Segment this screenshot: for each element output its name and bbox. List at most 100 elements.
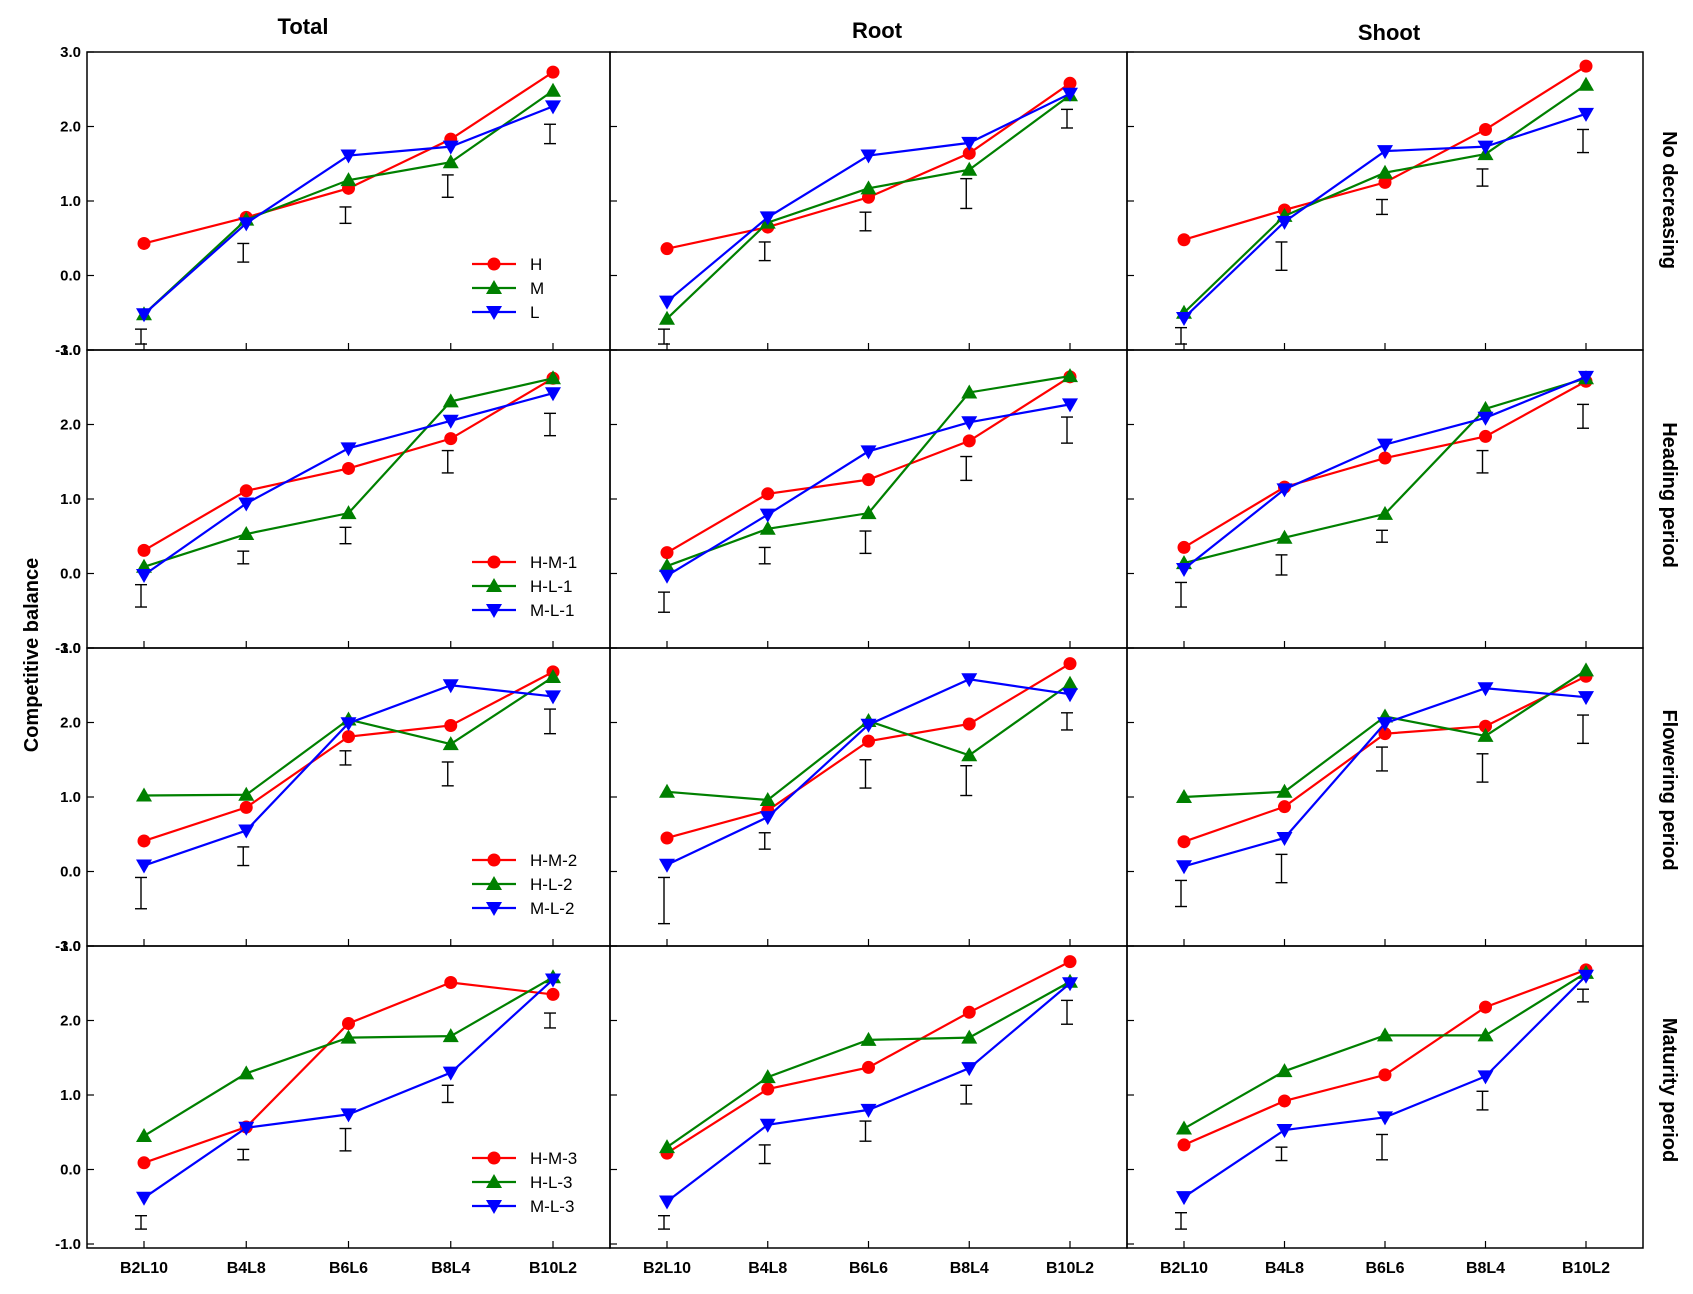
data-point: [137, 834, 151, 848]
series-h: [660, 76, 1077, 256]
data-point: [340, 1108, 357, 1123]
series-h: [660, 657, 1077, 845]
data-point: [1378, 1068, 1392, 1082]
data-point: [1377, 1111, 1393, 1126]
data-point: [1578, 969, 1594, 984]
error-bar: [339, 750, 352, 766]
series-line: [143, 670, 554, 843]
series-line: [666, 375, 1071, 554]
data-point: [340, 149, 357, 164]
data-point: [137, 543, 151, 557]
data-point: [759, 1118, 776, 1133]
data-point: [962, 434, 976, 448]
error-bar: [1476, 753, 1489, 783]
legend-label: H-M-1: [530, 553, 577, 572]
data-point: [962, 1005, 976, 1019]
data-point: [1578, 107, 1594, 122]
data-point: [1477, 400, 1494, 415]
data-point: [759, 791, 776, 806]
panel-3-2: B2L10 B4L8 B6L6 B8L4 B10L2: [1126, 945, 1644, 1277]
data-point: [1479, 1000, 1492, 1014]
data-point: [342, 730, 355, 744]
legend-label: M-L-3: [530, 1197, 574, 1216]
data-point: [238, 497, 255, 512]
error-bar: [135, 876, 147, 910]
data-point: [238, 1065, 255, 1080]
panel-0-2: [1126, 51, 1644, 351]
error-bar: [1476, 168, 1489, 187]
data-point: [238, 1121, 255, 1136]
series-h: [137, 371, 560, 557]
x-tick-label: B10L2: [1562, 1260, 1610, 1277]
panel-frame: [1126, 349, 1644, 649]
error-bar: [1061, 712, 1073, 731]
data-point: [238, 217, 255, 232]
data-point: [961, 136, 978, 151]
panel-frame: [1126, 51, 1644, 351]
series-line: [1183, 83, 1587, 314]
series-line: [666, 94, 1071, 320]
panel-frame: [609, 349, 1128, 649]
data-point: [1063, 955, 1077, 969]
data-point: [545, 387, 561, 402]
data-point: [1278, 1094, 1291, 1108]
legend-label: H-M-2: [530, 851, 577, 870]
data-point: [1176, 1191, 1192, 1206]
y-tick-label: 1.0: [60, 193, 81, 210]
data-point: [1276, 483, 1293, 498]
error-bar: [441, 1084, 454, 1104]
legend: HML: [472, 255, 544, 322]
error-bar: [1175, 1212, 1187, 1230]
error-bar: [1577, 403, 1589, 429]
data-point: [1378, 727, 1392, 741]
error-bar: [544, 412, 556, 437]
data-point: [1276, 1063, 1293, 1078]
data-point: [860, 445, 877, 460]
data-point: [342, 1016, 355, 1030]
data-point: [1579, 59, 1593, 73]
error-bar: [1376, 1133, 1388, 1161]
series-line: [1183, 377, 1587, 565]
legend-marker: [487, 257, 501, 271]
data-point: [136, 568, 152, 583]
series-m: [659, 87, 1078, 325]
data-point: [342, 461, 355, 475]
error-bar: [1577, 128, 1589, 154]
data-point: [442, 154, 459, 169]
data-point: [238, 526, 255, 541]
error-bar: [441, 174, 454, 198]
series-l: [659, 673, 1078, 873]
row-title-heading-period: Heading period: [1658, 422, 1680, 568]
series-line: [1183, 971, 1587, 1130]
series-line: [1183, 675, 1587, 843]
data-point: [1477, 1027, 1494, 1042]
panel-1-1: [609, 349, 1128, 649]
series-line: [143, 981, 554, 1164]
error-bar: [1577, 988, 1589, 1003]
data-point: [659, 783, 675, 798]
series-line: [666, 403, 1071, 577]
error-bar: [544, 1012, 556, 1029]
data-point: [136, 1127, 152, 1142]
panel-2-0: 3.0 2.0 1.0 0.0 -1.0 H-M-2 H-L-2 M-L-2: [55, 640, 611, 955]
data-point: [1377, 505, 1393, 520]
y-tick-label: 3.0: [60, 938, 81, 955]
data-point: [1176, 1120, 1192, 1135]
data-point: [1276, 783, 1293, 798]
data-point: [759, 1069, 776, 1084]
error-bar: [1376, 198, 1388, 216]
series-l: [136, 679, 561, 874]
y-tick-label: 1.0: [60, 789, 81, 806]
data-point: [545, 82, 561, 97]
data-point: [1479, 429, 1492, 443]
error-bar: [1275, 1146, 1288, 1162]
data-point: [1176, 311, 1192, 326]
y-tick-label: -1.0: [55, 640, 81, 657]
error-bar: [441, 449, 454, 474]
error-bar: [135, 328, 147, 345]
data-point: [239, 800, 253, 814]
series-line: [143, 105, 554, 316]
data-point: [961, 1062, 978, 1077]
y-tick-label: 1.0: [60, 491, 81, 508]
data-point: [1377, 1027, 1393, 1042]
